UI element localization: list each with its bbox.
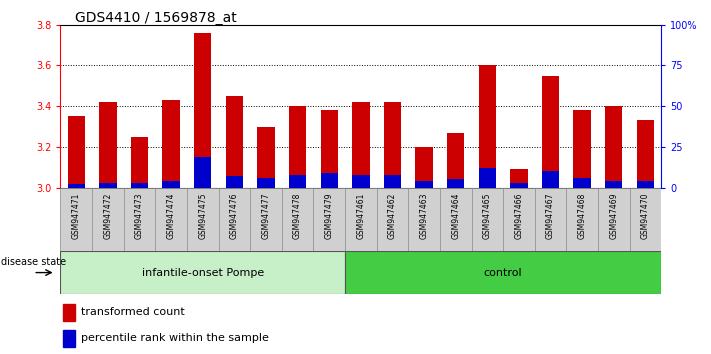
Text: GSM947468: GSM947468: [577, 193, 587, 239]
Bar: [162, 181, 180, 188]
Text: GSM947461: GSM947461: [356, 193, 365, 239]
Bar: [321, 110, 338, 188]
Bar: [131, 137, 148, 188]
Text: infantile-onset Pompe: infantile-onset Pompe: [141, 268, 264, 278]
Bar: [131, 183, 148, 188]
Bar: [352, 102, 370, 188]
Text: transformed count: transformed count: [82, 308, 185, 318]
Bar: [542, 76, 560, 188]
Text: GSM947465: GSM947465: [483, 193, 492, 239]
Text: GSM947466: GSM947466: [515, 193, 523, 239]
Bar: [637, 181, 654, 188]
Text: GSM947479: GSM947479: [325, 193, 333, 239]
Text: GSM947462: GSM947462: [388, 193, 397, 239]
Bar: [479, 65, 496, 188]
Bar: [68, 116, 85, 188]
Bar: [257, 178, 274, 188]
Text: GSM947467: GSM947467: [546, 193, 555, 239]
Text: GSM947464: GSM947464: [451, 193, 460, 239]
Text: GSM947474: GSM947474: [166, 193, 176, 239]
Text: GSM947472: GSM947472: [103, 193, 112, 239]
Bar: [225, 176, 243, 188]
Bar: [384, 175, 401, 188]
Bar: [68, 184, 85, 188]
Bar: [447, 133, 464, 188]
Bar: [447, 179, 464, 188]
Text: GSM947475: GSM947475: [198, 193, 207, 239]
Bar: [99, 183, 117, 188]
Text: GSM947470: GSM947470: [641, 193, 650, 239]
Bar: [162, 100, 180, 188]
Bar: [99, 102, 117, 188]
Bar: [605, 181, 623, 188]
Text: GSM947463: GSM947463: [419, 193, 429, 239]
Bar: [384, 102, 401, 188]
Bar: [257, 127, 274, 188]
Text: control: control: [483, 268, 523, 278]
Text: disease state: disease state: [1, 257, 66, 267]
Text: GSM947477: GSM947477: [262, 193, 270, 239]
Text: GDS4410 / 1569878_at: GDS4410 / 1569878_at: [75, 11, 236, 25]
Bar: [605, 106, 623, 188]
Bar: [574, 110, 591, 188]
Bar: [352, 175, 370, 188]
Bar: [415, 181, 433, 188]
Bar: [637, 120, 654, 188]
Bar: [289, 175, 306, 188]
Bar: [321, 173, 338, 188]
Bar: [194, 157, 211, 188]
Bar: [225, 96, 243, 188]
Bar: [60, 251, 345, 294]
Bar: [63, 330, 75, 347]
Bar: [542, 171, 560, 188]
Bar: [510, 183, 528, 188]
Text: GSM947471: GSM947471: [72, 193, 81, 239]
Bar: [63, 304, 75, 321]
Text: GSM947473: GSM947473: [135, 193, 144, 239]
Text: percentile rank within the sample: percentile rank within the sample: [82, 333, 269, 343]
Bar: [345, 251, 661, 294]
Bar: [289, 106, 306, 188]
Bar: [415, 147, 433, 188]
Bar: [194, 33, 211, 188]
Bar: [479, 168, 496, 188]
Bar: [574, 178, 591, 188]
Text: GSM947476: GSM947476: [230, 193, 239, 239]
Text: GSM947469: GSM947469: [609, 193, 619, 239]
Text: GSM947478: GSM947478: [293, 193, 302, 239]
Bar: [510, 169, 528, 188]
